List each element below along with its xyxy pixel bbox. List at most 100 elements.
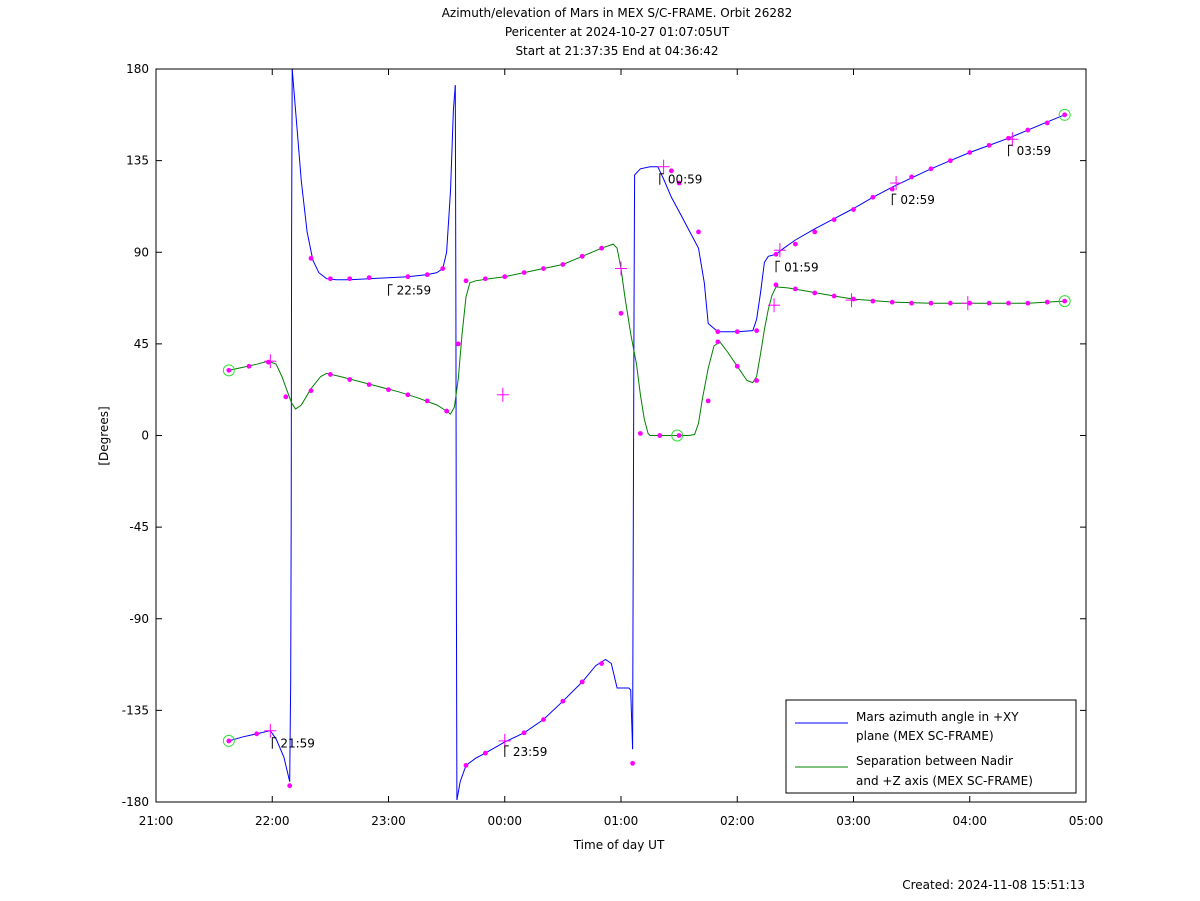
azimuth-line-segment xyxy=(289,68,293,782)
y-tick-label: -180 xyxy=(122,795,149,809)
azimuth-line-segment xyxy=(632,174,636,750)
azimuth-marker xyxy=(696,229,701,235)
azimuth-marker xyxy=(440,266,446,271)
azimuth-marker xyxy=(405,274,411,280)
azimuth-marker xyxy=(676,180,682,186)
azimuth-marker xyxy=(947,158,953,164)
azimuth-marker xyxy=(463,762,469,768)
separation-marker xyxy=(283,394,289,400)
separation-marker xyxy=(366,382,372,387)
separation-marker xyxy=(502,274,508,280)
separation-marker xyxy=(870,298,876,304)
created-timestamp: Created: 2024-11-08 15:51:13 xyxy=(902,878,1085,892)
separation-marker xyxy=(444,408,450,414)
time-annotation: 01:59 xyxy=(784,260,819,274)
separation-endpoint-circle xyxy=(222,364,235,377)
azimuth-marker xyxy=(366,275,372,281)
separation-marker xyxy=(909,300,915,306)
axis-ticks: 21:00 22:00 23:00 00:00 01:00 02:00 03:00 04:00… xyxy=(122,62,1104,828)
azimuth-marker xyxy=(579,679,585,685)
separation-cross-marker xyxy=(496,387,509,402)
separation-cross-marker xyxy=(768,298,781,313)
azimuth-marker xyxy=(254,731,260,737)
annotation-leader xyxy=(775,260,781,273)
azimuth-marker xyxy=(327,276,333,282)
y-axis-label: [Degrees] xyxy=(97,406,111,465)
y-tick-label: -45 xyxy=(129,520,149,534)
separation-marker xyxy=(347,377,353,382)
time-annotation: 00:59 xyxy=(668,173,703,187)
separation-endpoint-circle xyxy=(1058,295,1071,308)
chart-title-line-1: Azimuth/elevation of Mars in MEX S/C-FRA… xyxy=(442,6,793,20)
separation-marker xyxy=(637,431,643,436)
azimuth-marker xyxy=(226,738,232,744)
separation-marker xyxy=(541,266,546,271)
separation-marker xyxy=(327,372,333,377)
azimuth-marker xyxy=(1044,120,1050,126)
separation-marker xyxy=(947,300,953,306)
azimuth-line-segment xyxy=(454,85,458,801)
separation-marker xyxy=(734,363,740,369)
separation-marker xyxy=(812,290,818,296)
separation-marker xyxy=(246,363,252,369)
x-tick-label: 05:00 xyxy=(1069,814,1104,828)
azimuth-cross-marker xyxy=(890,176,903,191)
time-annotation: 03:59 xyxy=(1017,144,1052,158)
separation-marker xyxy=(226,367,232,373)
azimuth-endpoint-circle xyxy=(222,734,235,747)
separation-marker xyxy=(405,392,411,398)
legend: Mars azimuth angle in +XY plane (MEX SC-… xyxy=(785,699,1077,794)
x-tick-label: 23:00 xyxy=(371,814,406,828)
azimuth-cross-marker xyxy=(657,159,670,174)
azimuth-marker xyxy=(734,329,740,335)
x-tick-label: 00:00 xyxy=(487,814,522,828)
azimuth-cross-marker xyxy=(1006,132,1019,147)
separation-cross-marker xyxy=(615,261,627,276)
x-tick-label: 01:00 xyxy=(604,814,639,828)
x-tick-label: 21:00 xyxy=(139,814,174,828)
legend-label-azimuth-2: plane (MEX SC-FRAME) xyxy=(856,729,994,743)
separation-marker xyxy=(521,270,527,276)
separation-marker xyxy=(1025,300,1031,306)
separation-cross-marker xyxy=(961,296,974,311)
separation-marker xyxy=(599,245,605,251)
separation-marker xyxy=(308,388,314,394)
separation-marker xyxy=(831,293,837,299)
azimuth-marker xyxy=(754,328,760,334)
separation-marker xyxy=(705,398,711,404)
azimuth-line-segment xyxy=(456,658,634,801)
x-tick-label: 03:00 xyxy=(836,814,871,828)
azimuth-marker xyxy=(928,166,934,172)
separation-marker xyxy=(715,339,721,345)
separation-marker xyxy=(754,378,760,383)
azimuth-marker xyxy=(599,661,605,666)
y-tick-label: 135 xyxy=(126,154,149,168)
azimuth-marker xyxy=(1025,127,1031,133)
x-axis-label: Time of day UT xyxy=(573,838,665,852)
time-annotation: 22:59 xyxy=(397,284,432,298)
annotation-leader xyxy=(659,173,664,185)
plot-frame xyxy=(155,68,1087,803)
annotation-leader xyxy=(1008,144,1013,157)
annotation-leader xyxy=(271,737,277,749)
y-tick-label: 45 xyxy=(134,337,149,351)
y-tick-label: -135 xyxy=(122,703,149,717)
azimuth-marker xyxy=(851,207,856,212)
annotation-leader xyxy=(504,745,509,757)
azimuth-marker xyxy=(287,783,293,789)
azimuth-marker xyxy=(455,341,461,347)
y-tick-label: 0 xyxy=(141,429,149,443)
time-annotation: 23:59 xyxy=(513,745,548,759)
annotation-layer: 21:59 22:59 23:59 00:59 01:59 02:59 03:59 xyxy=(271,144,1052,759)
azimuth-cross-marker xyxy=(264,723,277,738)
y-tick-label: -90 xyxy=(129,612,149,626)
time-annotation: 21:59 xyxy=(280,737,315,751)
separation-cross-marker xyxy=(264,354,277,369)
separation-marker xyxy=(1006,300,1011,306)
azimuth-marker xyxy=(812,229,818,235)
separation-marker xyxy=(579,253,585,259)
azimuth-marker xyxy=(347,276,353,282)
separation-cross-marker xyxy=(845,293,858,308)
separation-marker xyxy=(482,276,488,282)
separation-line-segment xyxy=(228,243,1065,436)
